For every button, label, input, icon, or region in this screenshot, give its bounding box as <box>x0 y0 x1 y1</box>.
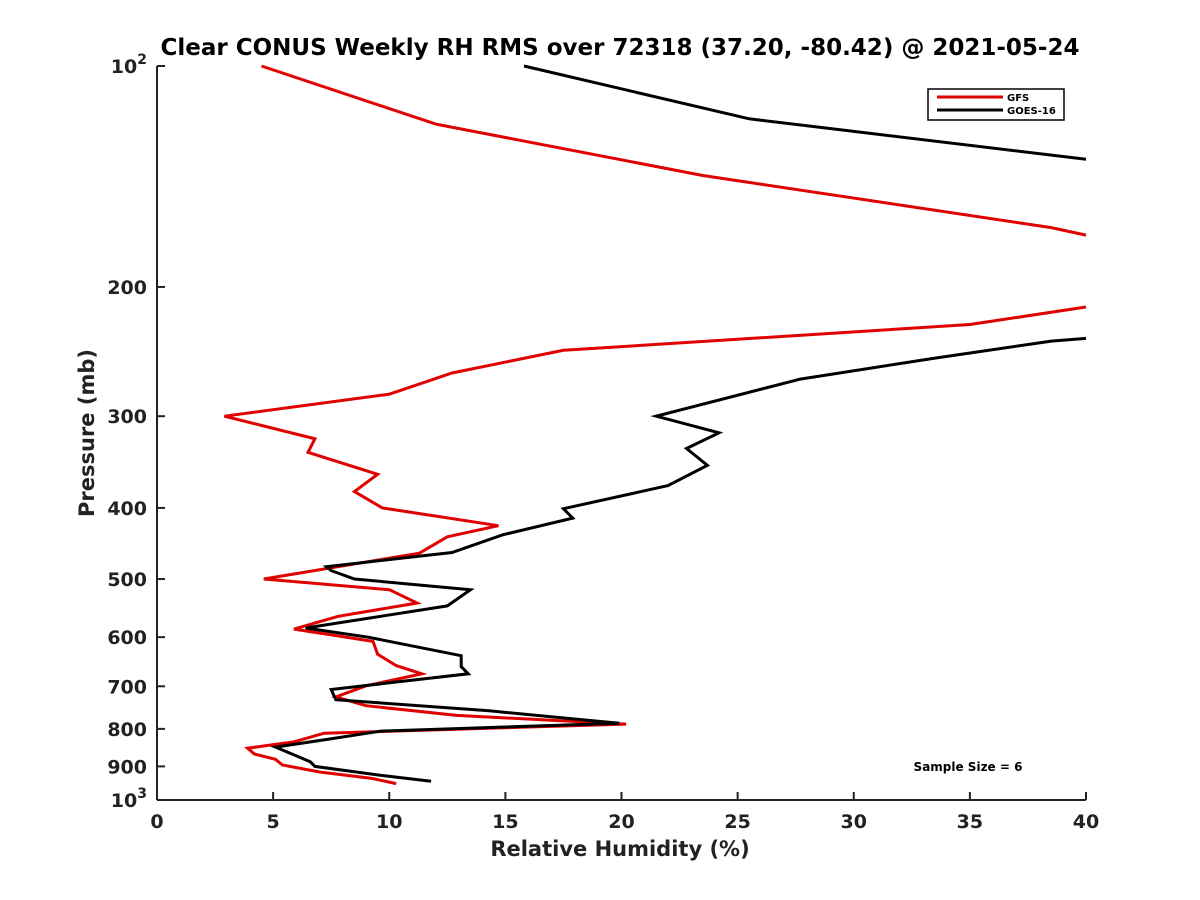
y-tick-label: 800 <box>107 719 147 741</box>
series-line-gfs <box>224 64 1087 786</box>
x-tick-label: 25 <box>724 811 750 833</box>
series-line-goes-16 <box>269 64 1087 783</box>
y-tick-label: 300 <box>107 406 147 428</box>
x-tick-label: 35 <box>957 811 983 833</box>
x-tick-label: 15 <box>492 811 518 833</box>
legend-label: GOES-16 <box>1007 106 1056 117</box>
legend-label: GFS <box>1007 93 1029 104</box>
y-tick-label: 700 <box>107 676 147 698</box>
legend-box <box>927 88 1065 121</box>
x-axis-label: Relative Humidity (%) <box>490 837 749 861</box>
y-tick-label: 200 <box>107 277 147 299</box>
y-tick-label: 102 <box>111 52 147 78</box>
x-tick-label: 30 <box>841 811 867 833</box>
x-tick-label: 5 <box>267 811 280 833</box>
plot-area: 0 5 10 15 20 25 30 35 40 102 200 300 400 500 600 700 800… <box>107 52 1099 833</box>
y-tick-label: 500 <box>107 569 147 591</box>
y-tick-label: 900 <box>107 756 147 778</box>
x-tick-label: 10 <box>376 811 402 833</box>
x-tick-label: 0 <box>150 811 163 833</box>
y-tick-label: 400 <box>107 498 147 520</box>
y-tick-label: 103 <box>111 786 147 812</box>
x-tick-label: 20 <box>608 811 634 833</box>
x-tick-label: 40 <box>1073 811 1099 833</box>
sample-size-annotation: Sample Size = 6 <box>914 760 1023 774</box>
y-axis-label: Pressure (mb) <box>75 349 99 517</box>
legend: GFS GOES-16 <box>927 88 1065 121</box>
y-tick-label: 600 <box>107 627 147 649</box>
chart-title: Clear CONUS Weekly RH RMS over 72318 (37… <box>161 35 1080 61</box>
